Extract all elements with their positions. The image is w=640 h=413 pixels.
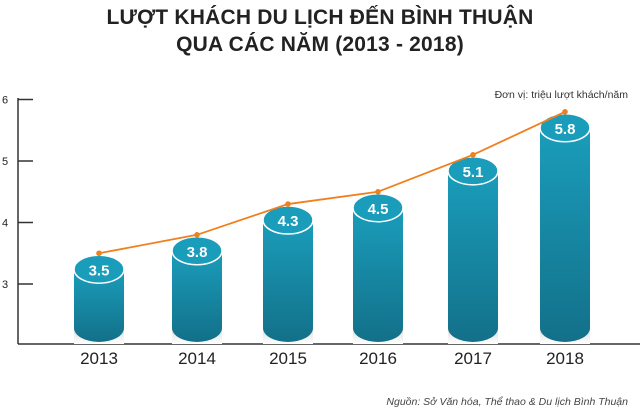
x-tick-label: 2013 xyxy=(80,349,118,368)
chart-title: LƯỢT KHÁCH DU LỊCH ĐẾN BÌNH THUẬN xyxy=(106,6,534,29)
trend-point xyxy=(194,232,200,238)
x-tick-label: 2017 xyxy=(454,349,492,368)
x-tick-label: 2018 xyxy=(546,349,584,368)
unit-label: Đơn vị: triệu lượt khách/năm xyxy=(494,89,628,101)
x-tick-label: 2015 xyxy=(269,349,307,368)
trend-point xyxy=(562,109,568,115)
trend-point xyxy=(375,188,381,195)
trend-point xyxy=(470,152,476,158)
data-label: 4.3 xyxy=(278,213,299,230)
y-tick-label: 3 xyxy=(2,279,8,291)
bar xyxy=(172,250,222,342)
data-label: 3.8 xyxy=(187,244,208,261)
data-label: 4.5 xyxy=(368,201,389,218)
bar xyxy=(353,207,403,342)
y-tick-label: 4 xyxy=(2,218,8,230)
data-label: 5.1 xyxy=(463,164,484,181)
data-label: 5.8 xyxy=(555,121,576,138)
trend-point xyxy=(96,250,102,257)
x-tick-label: 2016 xyxy=(359,349,397,368)
trend-point xyxy=(285,201,291,207)
trend-line xyxy=(98,110,566,255)
bar xyxy=(74,269,124,342)
chart-subtitle: QUA CÁC NĂM (2013 - 2018) xyxy=(176,33,464,56)
bar xyxy=(540,127,590,342)
y-tick-label: 5 xyxy=(2,156,8,168)
source-note: Nguồn: Sở Văn hóa, Thể thao & Du lịch Bì… xyxy=(386,396,628,408)
y-tick-label: 6 xyxy=(2,95,8,107)
bar xyxy=(263,220,313,342)
x-tick-label: 2014 xyxy=(178,349,216,368)
data-label: 3.5 xyxy=(89,262,110,279)
bar xyxy=(448,170,498,342)
